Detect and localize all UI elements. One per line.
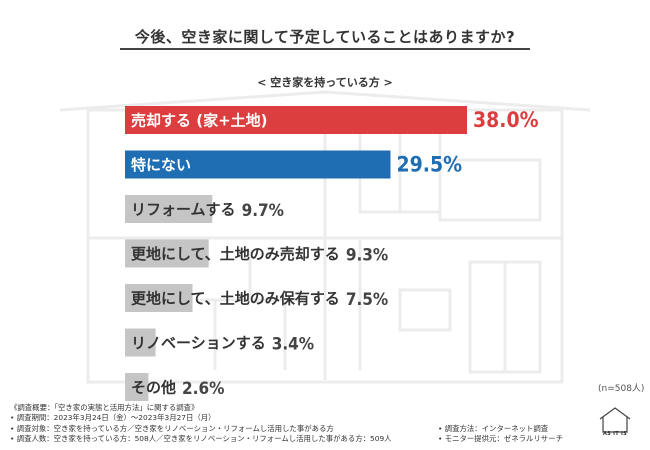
bar-value-label: 9.7% — [242, 201, 284, 221]
bar-category-label: 特にない — [131, 156, 191, 174]
bar-category-label: リノベーションする — [131, 334, 266, 352]
bar-value-label: 38.0% — [473, 108, 539, 132]
chart-subtitle: < 空き家を持っている方 > — [257, 76, 393, 89]
notes-method: • 調査方法：インターネット調査 — [438, 423, 549, 433]
logo-text: AS IT IS — [602, 431, 628, 437]
title-underline — [120, 48, 530, 50]
survey-notes: 《調査概要：「空き家の実態と活用方法」に関する調査》 • 調査期間：2023年3… — [10, 403, 610, 445]
bar — [125, 239, 209, 268]
bar-value-label: 3.4% — [272, 335, 314, 355]
bar — [125, 373, 149, 401]
bar-series: 売却する (家+土地) 38.0% 特にない 29.5% リフォームする 9.7% 更地にし… — [125, 106, 539, 401]
page-title: 今後、空き家に関して予定していることはありますか? — [134, 28, 516, 46]
notes-heading: 《調査概要：「空き家の実態と活用方法」に関する調査》 — [10, 403, 199, 412]
notes-provider: • モニター提供元：ゼネラルリサーチ — [438, 434, 563, 444]
bar — [125, 284, 193, 312]
bar-category-label: その他 — [131, 379, 176, 397]
bar-value-label: 29.5% — [397, 153, 463, 177]
bar — [125, 150, 391, 179]
bar — [125, 195, 213, 223]
bar-category-label: リフォームする — [131, 201, 236, 219]
notes-count: • 調査人数：空き家を持っている方：508人／空き家をリノベーション・リフォーム… — [10, 434, 392, 444]
bar-category-label: 売却する (家+土地) — [131, 112, 268, 130]
sample-size-label: (n=508人) — [598, 384, 645, 394]
bar-value-label: 2.6% — [182, 379, 224, 399]
bar-category-label: 更地にして、土地のみ売却する — [131, 245, 340, 263]
bar — [125, 106, 467, 134]
bar — [125, 328, 156, 357]
brand-logo: AS IT IS — [597, 405, 633, 445]
bar-value-label: 9.3% — [346, 246, 388, 266]
house-logo-icon — [599, 407, 631, 433]
notes-target: • 調査対象：空き家を持っている方／空き家をリノベーション・リフォームし活用した… — [10, 423, 334, 433]
bar-value-label: 7.5% — [346, 290, 388, 310]
notes-period: • 調査期間：2023年3月24日（金）〜2023年3月27日（月） — [10, 413, 216, 423]
bar-category-label: 更地にして、土地のみ保有する — [131, 290, 340, 308]
